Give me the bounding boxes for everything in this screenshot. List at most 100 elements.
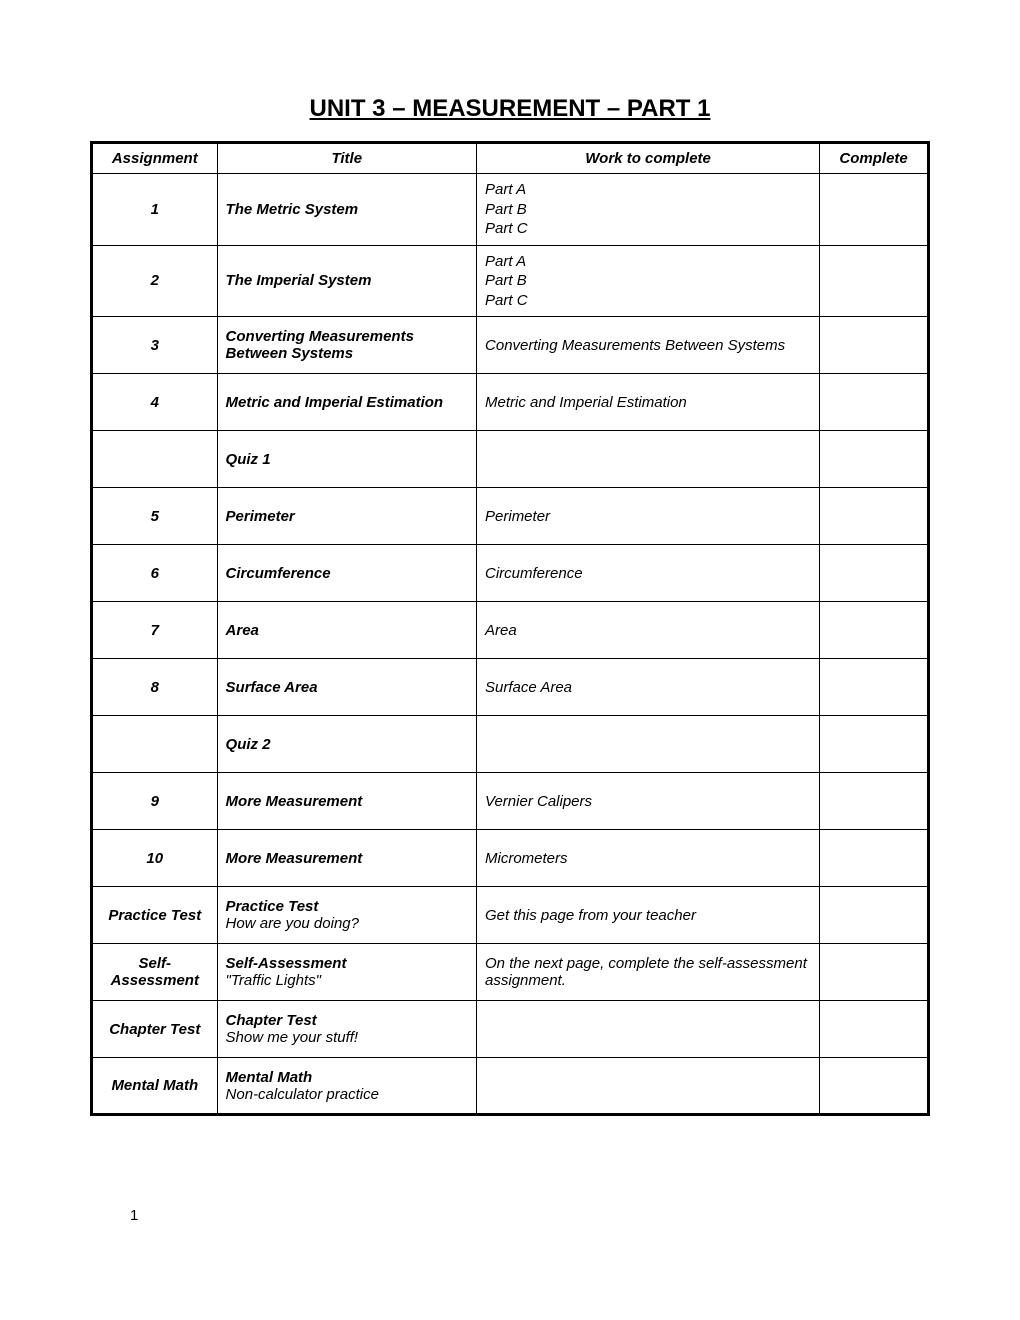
cell-complete [820, 488, 929, 545]
work-part-line: Part C [485, 219, 811, 239]
cell-work: On the next page, complete the self-asse… [477, 944, 820, 1001]
table-row: 7AreaArea [92, 602, 929, 659]
cell-work [477, 1058, 820, 1115]
cell-complete [820, 1001, 929, 1058]
table-row: Self-AssessmentSelf-Assessment"Traffic L… [92, 944, 929, 1001]
cell-title: Circumference [217, 545, 476, 602]
title-bold: Mental Math [226, 1069, 313, 1086]
work-part-line: Part A [485, 180, 811, 200]
cell-title: Practice TestHow are you doing? [217, 887, 476, 944]
cell-complete [820, 773, 929, 830]
title-bold: The Imperial System [226, 272, 372, 289]
cell-assignment: 10 [92, 830, 218, 887]
cell-work: Vernier Calipers [477, 773, 820, 830]
title-bold: Circumference [226, 565, 331, 582]
title-sub: Show me your stuff! [226, 1029, 468, 1046]
header-assignment: Assignment [92, 143, 218, 174]
cell-title: Chapter TestShow me your stuff! [217, 1001, 476, 1058]
cell-complete [820, 659, 929, 716]
title-bold: Quiz 1 [226, 451, 271, 468]
header-work: Work to complete [477, 143, 820, 174]
cell-assignment: Practice Test [92, 887, 218, 944]
cell-assignment: 8 [92, 659, 218, 716]
cell-work: Micrometers [477, 830, 820, 887]
cell-title: Mental MathNon-calculator practice [217, 1058, 476, 1115]
cell-title: Perimeter [217, 488, 476, 545]
table-row: 2 The Imperial System Part APart BPart C [92, 245, 929, 317]
table-row: 8Surface AreaSurface Area [92, 659, 929, 716]
cell-complete [820, 830, 929, 887]
cell-assignment: 1 [92, 174, 218, 246]
cell-title: More Measurement [217, 830, 476, 887]
page-number: 1 [130, 1207, 138, 1224]
cell-complete [820, 245, 929, 317]
cell-assignment: 5 [92, 488, 218, 545]
table-row: 6 Circumference Circumference [92, 545, 929, 602]
cell-assignment [92, 716, 218, 773]
cell-title: Surface Area [217, 659, 476, 716]
cell-assignment: 2 [92, 245, 218, 317]
table-row: Quiz 2 [92, 716, 929, 773]
work-part-line: Part B [485, 271, 811, 291]
title-bold: Surface Area [226, 679, 318, 696]
table-row: 9More MeasurementVernier Calipers [92, 773, 929, 830]
cell-work: Metric and Imperial Estimation [477, 374, 820, 431]
title-bold: More Measurement [226, 793, 363, 810]
cell-complete [820, 374, 929, 431]
cell-title: Area [217, 602, 476, 659]
cell-complete [820, 174, 929, 246]
title-sub: Non-calculator practice [226, 1086, 468, 1103]
cell-title: Quiz 2 [217, 716, 476, 773]
title-bold: Quiz 2 [226, 736, 271, 753]
cell-title: Converting Measurements Between Systems [217, 317, 476, 374]
table-row: Practice TestPractice TestHow are you do… [92, 887, 929, 944]
table-row: 3Converting Measurements Between Systems… [92, 317, 929, 374]
assignment-table: Assignment Title Work to complete Comple… [90, 141, 930, 1116]
title-bold: Metric and Imperial Estimation [226, 394, 444, 411]
header-complete: Complete [820, 143, 929, 174]
cell-work: Area [477, 602, 820, 659]
table-row: Chapter TestChapter TestShow me your stu… [92, 1001, 929, 1058]
cell-assignment: 7 [92, 602, 218, 659]
work-part-line: Part C [485, 291, 811, 311]
cell-assignment [92, 431, 218, 488]
title-bold: Self-Assessment [226, 955, 347, 972]
cell-work [477, 716, 820, 773]
header-title: Title [217, 143, 476, 174]
page-title: UNIT 3 – MEASUREMENT – PART 1 [90, 95, 930, 123]
table-row: 4Metric and Imperial EstimationMetric an… [92, 374, 929, 431]
title-sub: How are you doing? [226, 915, 468, 932]
cell-title: More Measurement [217, 773, 476, 830]
title-bold: More Measurement [226, 850, 363, 867]
cell-work [477, 431, 820, 488]
cell-assignment: 3 [92, 317, 218, 374]
cell-complete [820, 431, 929, 488]
cell-complete [820, 944, 929, 1001]
table-row: 5 Perimeter Perimeter [92, 488, 929, 545]
cell-work: Get this page from your teacher [477, 887, 820, 944]
cell-work: Perimeter [477, 488, 820, 545]
cell-complete [820, 1058, 929, 1115]
cell-assignment: 6 [92, 545, 218, 602]
title-sub: "Traffic Lights" [226, 972, 468, 989]
cell-complete [820, 602, 929, 659]
cell-complete [820, 317, 929, 374]
cell-title: Metric and Imperial Estimation [217, 374, 476, 431]
table-row: Quiz 1 [92, 431, 929, 488]
table-row: 1 The Metric System Part APart BPart C [92, 174, 929, 246]
title-bold: Converting Measurements Between Systems [226, 328, 414, 362]
cell-assignment: Self-Assessment [92, 944, 218, 1001]
title-bold: The Metric System [226, 201, 359, 218]
cell-assignment: Chapter Test [92, 1001, 218, 1058]
cell-work: Circumference [477, 545, 820, 602]
table-header-row: Assignment Title Work to complete Comple… [92, 143, 929, 174]
cell-complete [820, 716, 929, 773]
cell-complete [820, 545, 929, 602]
cell-title: The Metric System [217, 174, 476, 246]
work-part-line: Part B [485, 200, 811, 220]
title-bold: Practice Test [226, 898, 319, 915]
work-part-line: Part A [485, 252, 811, 272]
table-row: 10 More Measurement Micrometers [92, 830, 929, 887]
title-bold: Perimeter [226, 508, 295, 525]
cell-work [477, 1001, 820, 1058]
